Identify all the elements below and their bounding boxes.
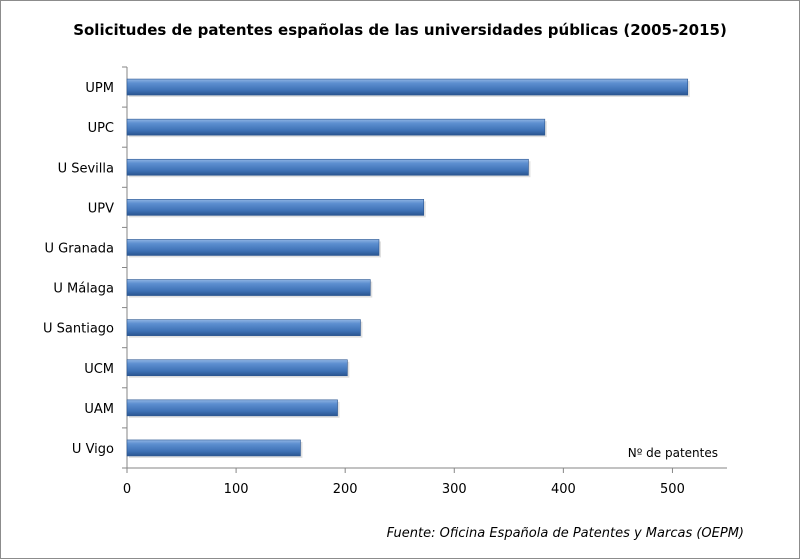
- x-tick-label: 100: [224, 482, 249, 497]
- category-label: UCM: [84, 362, 114, 377]
- category-label: U Málaga: [53, 282, 114, 297]
- bar-upm: [127, 79, 688, 95]
- category-label: UPM: [85, 81, 114, 96]
- x-tick-label: 500: [660, 482, 685, 497]
- bar-uam: [127, 400, 338, 416]
- source-note: Fuente: Oficina Española de Patentes y M…: [387, 526, 744, 541]
- category-label: U Sevilla: [58, 161, 114, 176]
- bar-upv: [127, 199, 424, 215]
- category-label: U Vigo: [72, 442, 114, 457]
- x-axis-title: Nº de patentes: [628, 446, 718, 460]
- bar-u-vigo: [127, 440, 300, 456]
- x-tick-label: 400: [551, 482, 576, 497]
- bar-u-granada: [127, 239, 379, 255]
- bar-u-málaga: [127, 280, 370, 296]
- x-tick-label: 0: [123, 482, 131, 497]
- bar-upc: [127, 119, 545, 135]
- bar-ucm: [127, 360, 347, 376]
- category-label: U Granada: [45, 241, 114, 256]
- x-tick-label: 200: [333, 482, 358, 497]
- bar-u-sevilla: [127, 159, 528, 175]
- category-label: UPC: [88, 121, 114, 136]
- category-label: U Santiago: [43, 322, 114, 337]
- x-tick-label: 300: [442, 482, 467, 497]
- category-label: UAM: [84, 402, 114, 417]
- bar-u-santiago: [127, 320, 360, 336]
- category-label: UPV: [88, 201, 114, 216]
